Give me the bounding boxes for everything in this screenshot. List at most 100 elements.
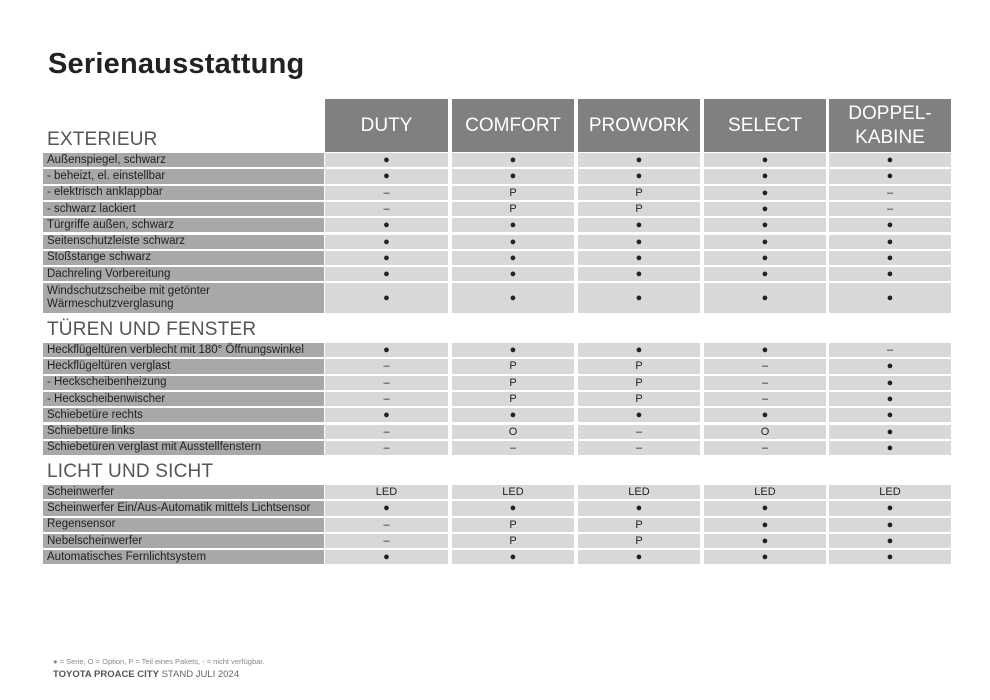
row-label: Scheinwerfer Ein/Aus-Automatik mittels L… (43, 501, 324, 518)
row-value: ● (452, 343, 574, 360)
row-value: ● (325, 218, 448, 235)
table-row: Heckflügeltüren verglast – P P – ● (43, 359, 951, 376)
section-heading: TÜREN UND FENSTER (47, 319, 257, 340)
row-value: ● (452, 250, 574, 268)
row-value: ● (704, 517, 826, 534)
row-label: Stoßstange schwarz (43, 250, 324, 268)
table-row: Automatisches Fernlichtsystem ● ● ● ● ● (43, 550, 951, 567)
footer-brand: TOYOTA PROACE CITY (53, 669, 159, 680)
row-value: ● (452, 501, 574, 518)
row-value: ● (829, 501, 951, 518)
row-value: ● (578, 218, 700, 235)
row-value: – (325, 440, 448, 458)
page-title: Serienausstattung (48, 48, 305, 80)
row-value: ● (325, 234, 448, 251)
table-row: - beheizt, el. einstellbar ● ● ● ● ● (43, 169, 951, 186)
row-value: ● (704, 169, 826, 186)
row-label: Dachreling Vorbereitung (43, 267, 324, 284)
row-value: ● (829, 169, 951, 186)
row-value: ● (704, 501, 826, 518)
row-value: P (452, 201, 574, 219)
row-value: ● (829, 359, 951, 376)
table-row: - Heckscheibenheizung – P P – ● (43, 375, 951, 392)
table-row: - schwarz lackiert – P P ● – (43, 201, 951, 219)
row-value: ● (452, 550, 574, 567)
row-label: - elektrisch anklappbar (43, 185, 324, 202)
row-value: ● (829, 234, 951, 251)
row-value: ● (578, 501, 700, 518)
row-value: ● (704, 218, 826, 235)
row-value: ● (829, 391, 951, 409)
row-value: ● (704, 234, 826, 251)
table-row: Heckflügeltüren verblecht mit 180° Öffnu… (43, 343, 951, 360)
row-value: ● (325, 550, 448, 567)
row-label: Schiebetüre links (43, 424, 324, 441)
row-value: – (325, 533, 448, 551)
row-value: P (578, 533, 700, 551)
row-value: ● (578, 550, 700, 567)
row-value: P (452, 533, 574, 551)
footer: TOYOTA PROACE CITY STAND JULI 2024 (53, 669, 239, 680)
row-value: ● (452, 267, 574, 284)
column-header: COMFORT (452, 99, 574, 152)
row-value: – (704, 440, 826, 458)
row-value: ● (829, 533, 951, 551)
row-value: ● (704, 343, 826, 360)
row-value: – (325, 424, 448, 441)
row-value: P (578, 375, 700, 392)
table-row: Schiebetüren verglast mit Ausstellfenste… (43, 440, 951, 458)
table-row: - Heckscheibenwischer – P P – ● (43, 391, 951, 409)
row-value: P (578, 359, 700, 376)
row-label: Nebelscheinwerfer (43, 533, 324, 551)
row-value: – (829, 343, 951, 360)
row-value: LED (704, 485, 826, 502)
table-row: Nebelscheinwerfer – P P ● ● (43, 533, 951, 551)
column-header: PROWORK (578, 99, 700, 152)
row-value: P (452, 375, 574, 392)
row-value: ● (704, 201, 826, 219)
row-value: ● (452, 153, 574, 170)
row-value: LED (829, 485, 951, 502)
row-label: Schiebetüre rechts (43, 408, 324, 425)
row-label: Heckflügeltüren verblecht mit 180° Öffnu… (43, 343, 324, 360)
row-value: ● (578, 169, 700, 186)
row-value: ● (452, 218, 574, 235)
row-value: P (578, 391, 700, 409)
table-row: Stoßstange schwarz ● ● ● ● ● (43, 250, 951, 268)
row-value: – (578, 440, 700, 458)
row-label: Schiebetüren verglast mit Ausstellfenste… (43, 440, 324, 458)
column-header: DOPPEL- KABINE (829, 99, 951, 152)
section-heading: LICHT UND SICHT (47, 461, 214, 482)
row-value: ● (829, 153, 951, 170)
row-value: – (325, 517, 448, 534)
row-value: – (325, 375, 448, 392)
row-value: ● (325, 169, 448, 186)
row-label: Scheinwerfer (43, 485, 324, 502)
row-value: ● (829, 283, 951, 316)
row-value: P (452, 185, 574, 202)
row-value: ● (578, 234, 700, 251)
row-value: ● (578, 250, 700, 268)
row-value: P (452, 517, 574, 534)
row-value: – (325, 185, 448, 202)
row-value: ● (325, 408, 448, 425)
row-value: P (452, 359, 574, 376)
row-value: – (829, 201, 951, 219)
table-row: Windschutzscheibe mit getönter Wärmeschu… (43, 283, 951, 316)
row-value: ● (452, 234, 574, 251)
row-label: Seitenschutzleiste schwarz (43, 234, 324, 251)
row-value: ● (325, 153, 448, 170)
row-value: – (325, 391, 448, 409)
footer-stand: STAND JULI 2024 (161, 669, 240, 680)
row-value: O (452, 424, 574, 441)
row-label: - Heckscheibenheizung (43, 375, 324, 392)
row-value: – (704, 359, 826, 376)
row-label: - beheizt, el. einstellbar (43, 169, 324, 186)
table-row: Regensensor – P P ● ● (43, 517, 951, 534)
row-value: – (452, 440, 574, 458)
table-row: Schiebetüre links – O – O ● (43, 424, 951, 441)
row-value: – (325, 201, 448, 219)
row-value: ● (829, 250, 951, 268)
column-header: DUTY (325, 99, 448, 152)
row-value: ● (578, 408, 700, 425)
